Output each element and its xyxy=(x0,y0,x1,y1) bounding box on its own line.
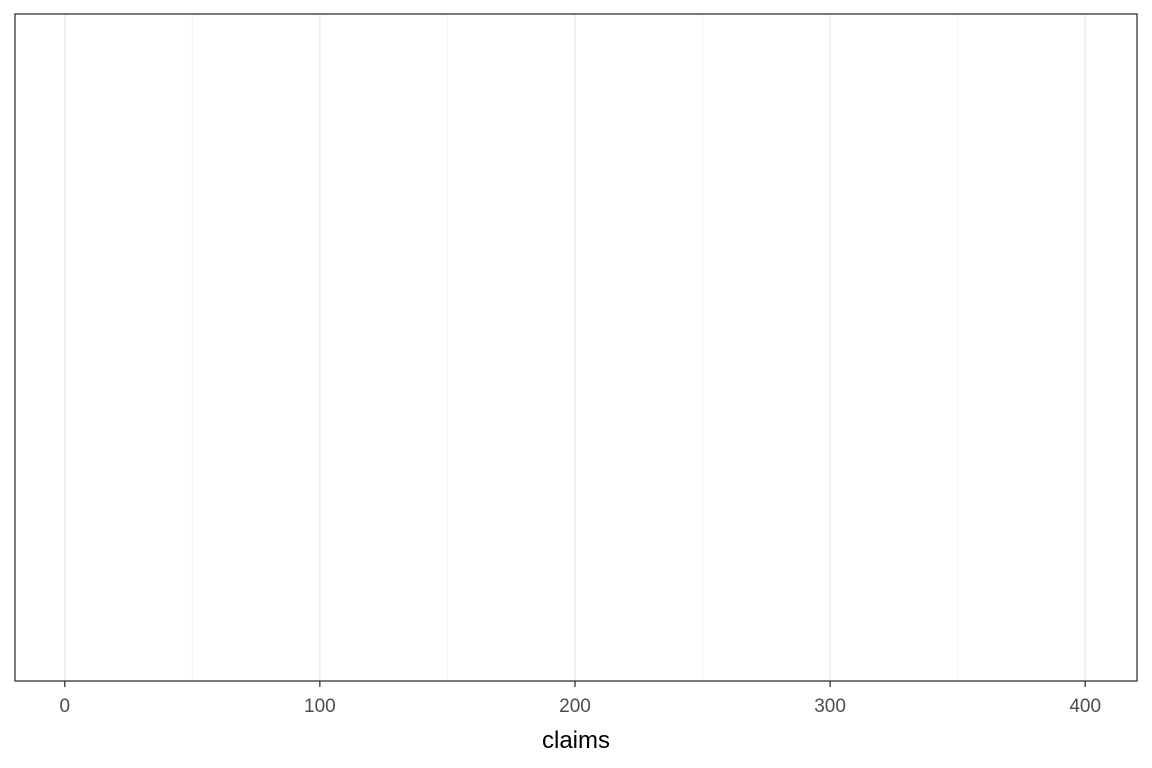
x-axis-title: claims xyxy=(542,727,610,754)
x-axis-tick-labels: 0 100 200 300 400 xyxy=(59,696,1101,717)
minor-grid-lines xyxy=(191,14,959,681)
panel-border xyxy=(14,13,1138,682)
x-tick-label-400: 400 xyxy=(1069,696,1101,717)
x-tick-label-200: 200 xyxy=(559,696,591,717)
x-tick-label-100: 100 xyxy=(304,696,336,717)
major-grid-lines xyxy=(63,14,1087,681)
x-tick-label-0: 0 xyxy=(59,696,70,717)
x-tick-label-300: 300 xyxy=(814,696,846,717)
x-axis-ticks xyxy=(64,681,1086,687)
